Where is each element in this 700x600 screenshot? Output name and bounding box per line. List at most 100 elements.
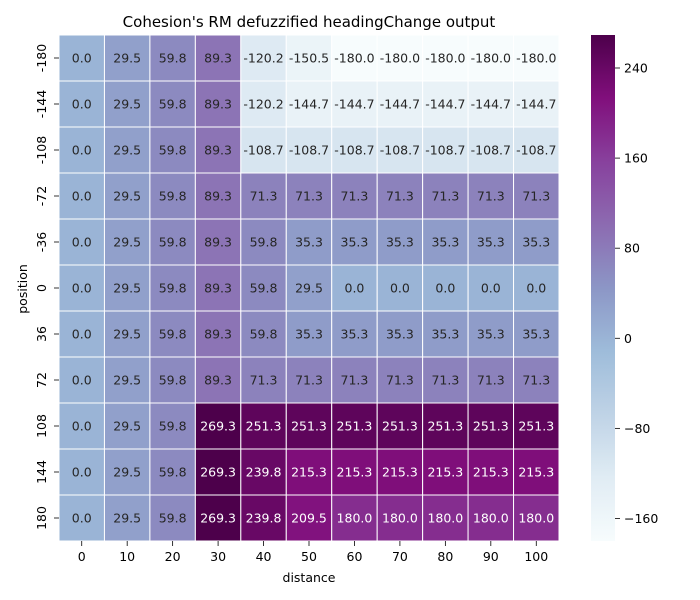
heatmap-cell [240,356,287,404]
heatmap-cell [149,402,196,450]
cell-value-label: -144.7 [334,97,374,112]
cell-value-label: 180.0 [337,511,373,526]
cell-value-label: -144.7 [380,97,420,112]
cell-value-label: 89.3 [204,97,232,112]
cell-value-label: 269.3 [200,419,236,434]
cell-value-label: 0.0 [72,373,92,388]
heatmap-cell [285,126,333,174]
y-tick-label: -36 [34,232,49,252]
heatmap-cell [513,356,560,404]
heatmap-cell [103,356,151,404]
heatmap-cell [376,34,424,82]
cell-value-label: 71.3 [295,189,323,204]
cell-value-label: -150.5 [289,51,329,66]
heatmap-cell [331,126,378,174]
cell-value-label: 251.3 [382,419,418,434]
cell-value-label: -144.7 [516,97,556,112]
cell-value-label: 71.3 [522,373,550,388]
cell-value-label: 35.3 [431,327,459,342]
cell-value-label: 89.3 [204,51,232,66]
heatmap-cell [467,34,515,82]
heatmap-cell [422,448,469,496]
heatmap-cell [149,494,196,542]
heatmap-cell [422,494,469,542]
cell-value-label: 71.3 [386,373,414,388]
cell-value-label: -120.2 [243,97,283,112]
cell-value-label: 215.3 [382,465,418,480]
heatmap-cell [285,494,333,542]
cell-value-label: 0.0 [72,465,92,480]
cell-value-label: 59.8 [159,373,187,388]
heatmap-cell [513,218,560,266]
cell-value-label: 29.5 [113,511,141,526]
cell-value-label: 29.5 [113,51,141,66]
heatmap-cell [513,494,560,542]
heatmap-cell [331,356,378,404]
cell-value-label: 35.3 [431,235,459,250]
heatmap-cell [194,264,242,312]
x-tick-label: 80 [437,549,453,564]
y-tick-label: -72 [34,186,49,206]
heatmap-cell [376,448,424,496]
cell-value-label: 215.3 [518,465,554,480]
heatmap-cell [376,494,424,542]
heatmap-cell [240,126,287,174]
heatmap-cell [513,126,560,174]
x-tick-label: 100 [524,549,548,564]
cell-value-label: 59.8 [159,281,187,296]
cell-value-label: 29.5 [113,97,141,112]
cell-value-label: 29.5 [113,281,141,296]
heatmap-cell [467,172,515,220]
cell-value-label: 89.3 [204,189,232,204]
cell-value-label: 35.3 [477,327,505,342]
x-tick-label: 50 [301,549,317,564]
cell-value-label: -108.7 [425,143,465,158]
heatmap-cell [376,310,424,358]
y-tick-label: -144 [34,90,49,118]
cell-value-label: 180.0 [382,511,418,526]
cell-value-label: -180.0 [334,51,374,66]
cell-value-label: 251.3 [337,419,373,434]
cell-value-label: 251.3 [473,419,509,434]
y-axis-label: position [15,264,30,314]
cell-value-label: 239.8 [246,465,282,480]
heatmap-cell [285,264,333,312]
cell-value-label: 0.0 [72,143,92,158]
heatmap-cell [467,218,515,266]
heatmap-cell [422,126,469,174]
heatmap-cell [467,80,515,128]
cell-value-label: 251.3 [518,419,554,434]
heatmap-cell-labels: 0.0 29.5 59.8 89.3 -120.2 -150.5 -180.0 -180.0-… [72,51,557,526]
heatmap-cell [194,356,242,404]
cell-value-label: 59.8 [159,143,187,158]
heatmap-cell [513,264,560,312]
heatmap-cell [467,356,515,404]
heatmap-cell [422,172,469,220]
colorbar [591,35,615,541]
cell-value-label: 0.0 [435,281,455,296]
heatmap-cell [58,80,105,128]
cell-value-label: -180.0 [425,51,465,66]
heatmap-cell [194,218,242,266]
cell-value-label: 251.3 [246,419,282,434]
heatmap-cell [58,34,105,82]
cell-value-label: -108.7 [380,143,420,158]
y-tick-label: -108 [34,136,49,164]
cell-value-label: 0.0 [526,281,546,296]
heatmap-cell [194,310,242,358]
cell-value-label: 59.8 [159,189,187,204]
cell-value-label: 29.5 [295,281,323,296]
y-axis-ticks: -180 -144 -108 -72 -36 0 36 72 108 144 180 [34,44,59,530]
heatmap-cell [240,218,287,266]
cell-value-label: 0.0 [390,281,410,296]
cell-value-label: -180.0 [471,51,511,66]
cell-value-label: 59.8 [159,465,187,480]
cell-value-label: 29.5 [113,143,141,158]
cell-value-label: 215.3 [427,465,463,480]
cell-value-label: 180.0 [473,511,509,526]
x-tick-label: 90 [483,549,499,564]
x-tick-label: 60 [347,549,363,564]
cell-value-label: 59.8 [159,419,187,434]
cell-value-label: 59.8 [159,235,187,250]
